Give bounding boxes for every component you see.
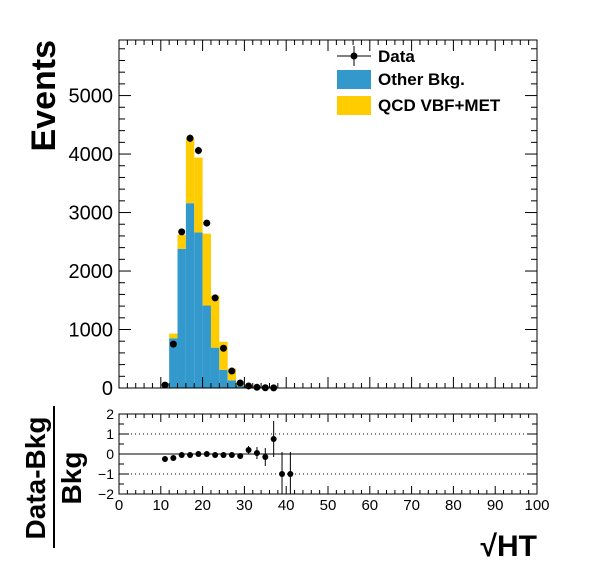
ratio-point-2: [178, 452, 185, 458]
ratio-point-4: [195, 451, 202, 457]
bar-other-bkg-0: [169, 338, 178, 388]
data-point-4: [194, 147, 202, 155]
main-y-axis-label: Events: [25, 40, 63, 152]
ratio-point-8: [228, 452, 235, 458]
ratio-x-tick-label: 20: [194, 497, 211, 514]
bar-qcd-2: [185, 138, 195, 204]
main-y-tick-label: 1000: [69, 320, 114, 342]
bar-other-bkg-4: [202, 305, 211, 388]
ratio-point-3: [187, 452, 194, 458]
main-y-tick-label: 5000: [69, 86, 114, 108]
bar-qcd-4: [202, 233, 211, 306]
main-y-tick-label: 0: [102, 378, 113, 400]
ratio-y-tick-label: 1: [106, 426, 114, 442]
main-panel: 0 1000 2000 3000 4000 5000 Events Data Other …: [25, 39, 538, 400]
data-point-9: [236, 379, 244, 387]
ratio-x-tick-label: 100: [524, 497, 549, 514]
ratio-x-tick-label: 70: [403, 497, 420, 514]
data-point-1: [169, 340, 177, 348]
bar-other-bkg-6: [219, 369, 228, 388]
bar-other-bkg-8: [236, 385, 245, 388]
legend-label-other-bkg: Other Bkg.: [378, 70, 465, 89]
ratio-y-tick-label: 0: [106, 446, 114, 462]
bar-qcd-5: [210, 295, 220, 348]
legend-entry-qcd: QCD VBF+MET: [337, 96, 501, 115]
ratio-point-12: [262, 454, 269, 460]
stacked-histogram: [169, 138, 278, 388]
ratio-x-tick-label: 30: [236, 497, 253, 514]
ratio-point-5: [203, 451, 210, 457]
main-y-tick-label: 4000: [69, 144, 114, 166]
ratio-y-tick-label: 2: [106, 406, 114, 422]
bar-qcd-1: [177, 234, 186, 249]
legend-label-qcd: QCD VBF+MET: [378, 96, 501, 115]
ratio-x-tick-label: 90: [487, 497, 504, 514]
ratio-y-axis-label: Data-Bkg Bkg: [20, 406, 87, 548]
ratio-point-14: [279, 471, 286, 477]
data-point-7: [220, 344, 227, 352]
data-point-5: [203, 219, 211, 227]
ratio-x-ticks: 0 10 20 30 40 50 60 70 80 90 100: [115, 414, 550, 514]
legend-data-marker: [350, 52, 358, 60]
ratio-points: [161, 421, 294, 494]
bar-other-bkg-1: [177, 248, 186, 388]
ratio-point-7: [220, 452, 227, 458]
bar-qcd-6: [219, 341, 228, 370]
ratio-x-tick-label: 0: [115, 497, 123, 514]
ratio-y-label-numerator: Data-Bkg: [20, 417, 51, 540]
ratio-x-axis-label: √HT: [481, 530, 537, 563]
bar-other-bkg-2: [185, 203, 195, 388]
ratio-point-1: [170, 455, 177, 461]
bar-other-bkg-7: [227, 380, 237, 388]
data-point-2: [178, 228, 186, 236]
bar-qcd-3: [194, 157, 203, 233]
ratio-x-tick-label: 10: [152, 497, 169, 514]
data-point-3: [186, 134, 194, 142]
data-point-0: [161, 381, 169, 389]
data-point-6: [211, 294, 219, 302]
bar-qcd-7: [227, 368, 237, 381]
main-y-tick-label: 2000: [69, 261, 114, 283]
ratio-y-ticks: −2 −1 0 1 2: [98, 406, 537, 502]
ratio-point-6: [212, 452, 219, 458]
legend-swatch-qcd: [337, 96, 371, 115]
ratio-y-tick-label: −2: [98, 486, 114, 502]
ratio-x-tick-label: 40: [278, 497, 295, 514]
data-point-8: [228, 367, 236, 375]
ratio-point-10: [245, 447, 252, 453]
legend-entry-other-bkg: Other Bkg.: [337, 70, 465, 89]
bar-other-bkg-3: [194, 232, 203, 388]
ratio-y-label-denominator: Bkg: [56, 452, 87, 505]
ratio-x-tick-label: 50: [320, 497, 337, 514]
ratio-x-tick-label: 80: [445, 497, 462, 514]
main-y-tick-label: 3000: [69, 203, 114, 225]
ratio-point-0: [161, 456, 168, 462]
legend: Data Other Bkg. QCD VBF+MET: [337, 46, 501, 115]
legend-label-data: Data: [378, 47, 415, 66]
legend-entry-data: Data: [337, 46, 415, 66]
bar-other-bkg-5: [210, 347, 220, 388]
ratio-point-15: [287, 471, 294, 477]
ratio-point-13: [270, 436, 277, 442]
ratio-point-9: [237, 453, 244, 459]
main-x-ticks: [118, 40, 538, 388]
data-point-11: [253, 383, 261, 391]
bar-qcd-0: [169, 333, 178, 339]
main-y-ticks: 0 1000 2000 3000 4000 5000: [69, 48, 537, 400]
ratio-x-tick-label: 60: [361, 497, 378, 514]
ratio-point-11: [253, 450, 260, 456]
legend-swatch-other-bkg: [337, 70, 371, 89]
ratio-y-tick-label: −1: [98, 466, 114, 482]
